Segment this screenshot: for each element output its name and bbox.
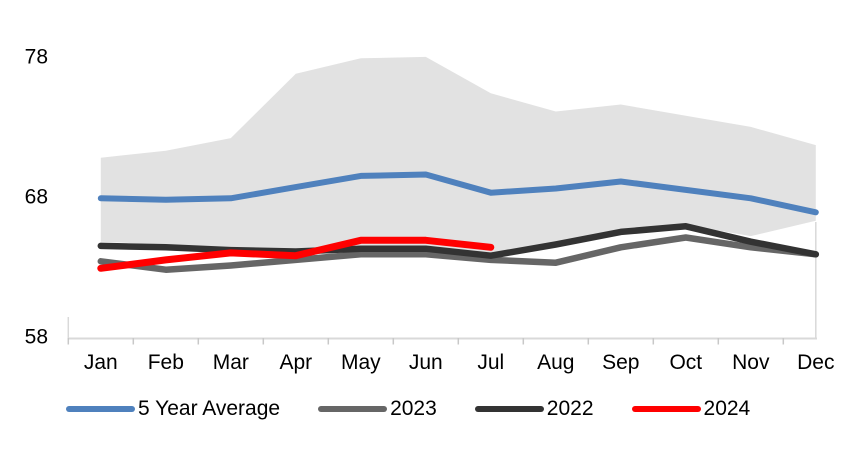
legend-item-5-year-average: 5 Year Average [66, 397, 280, 421]
legend-swatch-5-year-average [66, 406, 135, 412]
x-axis-tick-label: Jan [83, 351, 118, 374]
x-axis-tick-label: Jun [408, 351, 443, 374]
y-axis-tick-label: 78 [24, 45, 48, 69]
legend-item-2023: 2023 [318, 397, 437, 421]
legend-label: 2022 [546, 397, 594, 420]
legend-swatch-2022 [474, 406, 544, 412]
x-axis-tick-label: May [340, 351, 381, 374]
legend-label: 5 Year Average [138, 397, 281, 420]
legend-item-2022: 2022 [474, 397, 594, 421]
x-axis-tick-label: Nov [732, 351, 770, 374]
legend-swatch-2023 [318, 406, 388, 412]
x-axis-tick-label: Aug [537, 351, 575, 374]
y-axis-tick-label: 58 [24, 325, 48, 349]
x-axis-tick-label: Oct [669, 351, 703, 374]
x-axis-tick-label: Apr [279, 351, 313, 374]
x-axis-tick-label: Mar [212, 351, 249, 374]
legend-swatch-2024 [631, 406, 701, 412]
x-axis-tick-label: Sep [602, 351, 640, 374]
legend: 5 Year Average 2023 2022 2024 [66, 397, 750, 421]
legend-label: 2023 [390, 397, 437, 420]
legend-label: 2024 [703, 397, 751, 420]
x-axis-tick-label: Feb [147, 351, 184, 374]
legend-item-2024: 2024 [631, 397, 751, 421]
y-axis-tick-label: 68 [24, 185, 48, 209]
x-axis-tick-label: Jul [477, 351, 505, 374]
x-axis-tick-label: Dec [797, 351, 835, 374]
